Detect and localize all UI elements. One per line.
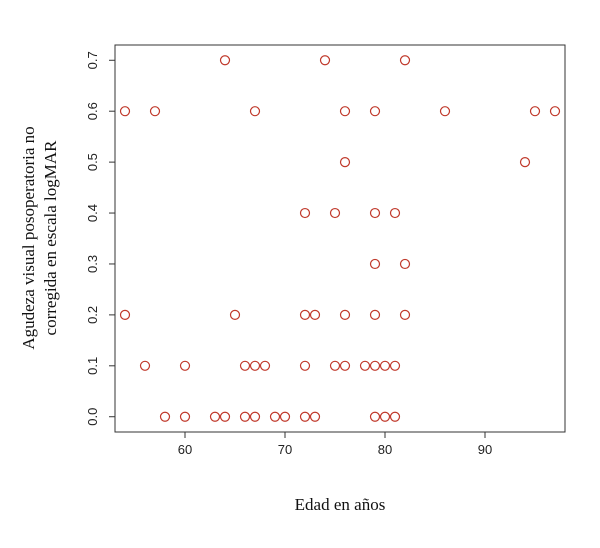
data-point xyxy=(299,360,311,371)
data-point xyxy=(239,411,251,422)
y-axis-title: Agudeza visual posoperatoria no corregid… xyxy=(19,126,60,349)
data-point xyxy=(219,411,231,422)
data-point xyxy=(139,360,151,371)
data-point xyxy=(179,411,191,422)
data-point xyxy=(439,106,451,117)
data-point xyxy=(249,106,261,117)
data-point xyxy=(389,207,401,219)
data-point xyxy=(239,360,251,371)
data-point xyxy=(329,360,341,371)
data-point xyxy=(299,411,311,422)
data-point xyxy=(309,411,321,422)
x-axis: 60 70 80 90 xyxy=(178,432,492,457)
data-points xyxy=(119,55,561,422)
data-point xyxy=(339,157,351,168)
x-tick-label: 80 xyxy=(378,442,392,457)
data-point xyxy=(339,360,351,371)
data-point xyxy=(369,207,381,219)
y-tick-label: 0.3 xyxy=(85,255,100,273)
data-point xyxy=(229,309,241,320)
data-point xyxy=(369,258,381,270)
data-point xyxy=(399,309,411,320)
data-point xyxy=(209,411,221,422)
data-point xyxy=(329,207,341,219)
data-point xyxy=(339,106,351,117)
data-point xyxy=(379,411,391,422)
data-point xyxy=(249,360,261,371)
y-tick-label: 0.6 xyxy=(85,102,100,120)
data-point xyxy=(159,411,171,422)
data-point xyxy=(379,360,391,371)
y-tick-label: 0.5 xyxy=(85,153,100,171)
data-point xyxy=(119,106,131,117)
x-tick-label: 60 xyxy=(178,442,192,457)
data-point xyxy=(399,258,411,270)
data-point xyxy=(339,309,351,320)
data-point xyxy=(389,360,401,371)
y-tick-label: 0.7 xyxy=(85,51,100,69)
data-point xyxy=(369,360,381,371)
x-tick-label: 90 xyxy=(478,442,492,457)
y-tick-label: 0.4 xyxy=(85,204,100,222)
data-point xyxy=(269,411,281,422)
data-point xyxy=(519,157,531,168)
data-point xyxy=(529,106,541,117)
data-point xyxy=(369,411,381,422)
data-point xyxy=(299,309,311,320)
data-point xyxy=(309,309,321,320)
y-tick-label: 0.1 xyxy=(85,357,100,375)
y-axis-title-line-2: corregida en escala logMAR xyxy=(41,140,60,336)
y-axis-title-line-1: Agudeza visual posoperatoria no xyxy=(19,126,38,349)
data-point xyxy=(369,309,381,320)
data-point xyxy=(149,106,161,117)
data-point xyxy=(119,309,131,320)
y-tick-label: 0.2 xyxy=(85,306,100,324)
data-point xyxy=(299,207,311,219)
y-axis: 0.0 0.1 0.2 0.3 0.4 0.5 0.6 0.7 xyxy=(85,51,115,426)
data-point xyxy=(279,411,291,422)
data-point xyxy=(319,55,331,66)
x-tick-label: 70 xyxy=(278,442,292,457)
data-point xyxy=(359,360,371,371)
data-point xyxy=(369,106,381,117)
x-axis-title: Edad en años xyxy=(295,495,386,514)
data-point xyxy=(179,360,191,371)
data-point xyxy=(399,55,411,66)
plot-frame xyxy=(114,44,566,433)
data-point xyxy=(259,360,271,371)
data-point xyxy=(249,411,261,422)
data-point xyxy=(219,55,231,66)
y-tick-label: 0.0 xyxy=(85,408,100,426)
data-point xyxy=(549,106,561,117)
data-point xyxy=(389,411,401,422)
